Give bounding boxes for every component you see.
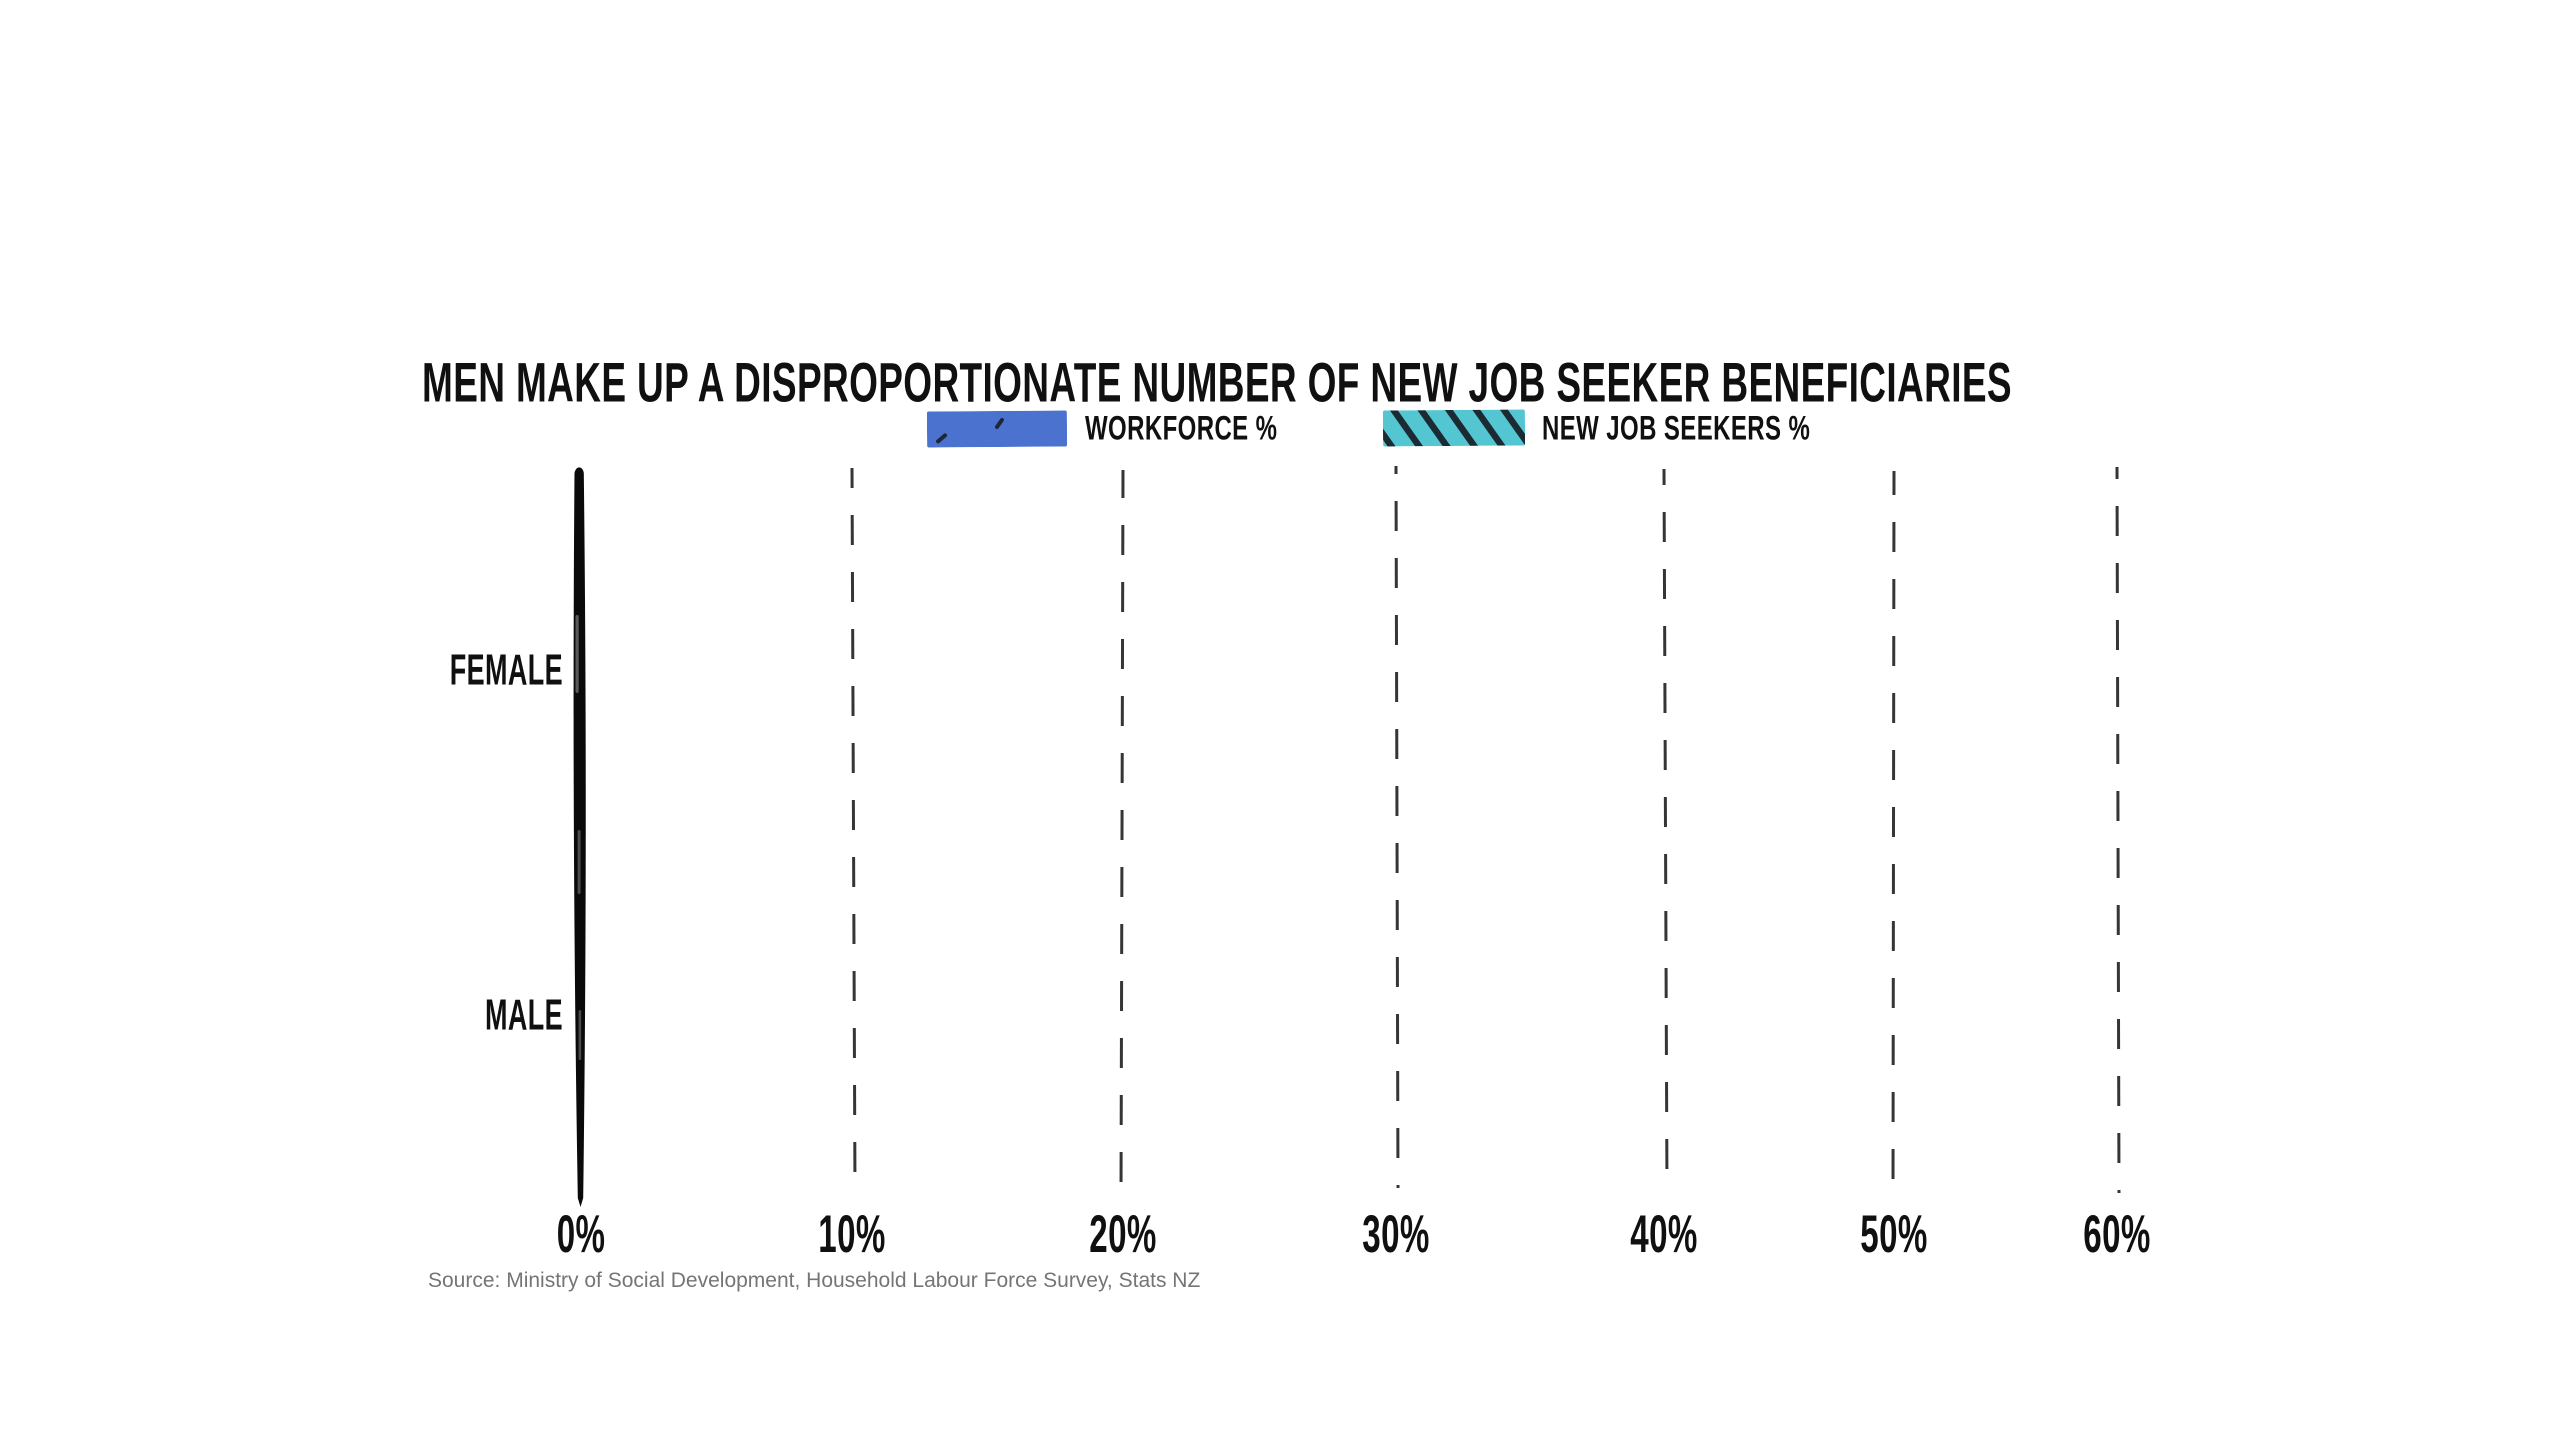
new-job-seekers-swatch-graphic [1382,409,1526,447]
x-tick-20: 20% [1089,1203,1157,1264]
source-note: Source: Ministry of Social Development, … [428,1269,1201,1292]
x-tick-30: 30% [1362,1203,1430,1264]
gridline-50pct [1891,470,1896,1191]
gridline-10pct [850,467,857,1193]
gridline-20pct [1119,469,1125,1197]
legend-label-workforce: WORKFORCE % [1085,409,1278,448]
legend-label-new-job-seekers: NEW JOB SEEKERS % [1542,409,1811,448]
x-tick-60: 60% [2083,1203,2151,1264]
gridline-40pct [1662,468,1669,1195]
category-label-female: FEMALE [449,644,563,694]
legend-swatch-workforce [926,410,1068,448]
category-label-male: MALE [485,989,563,1039]
x-tick-50: 50% [1860,1203,1928,1264]
y-axis-line [573,467,586,1207]
gridline-60pct [2115,466,2121,1194]
gridline-30pct [1394,465,1400,1189]
chart-title: MEN MAKE UP A DISPROPORTIONATE NUMBER OF… [422,350,2012,414]
legend-swatch-new-job-seekers [1382,409,1526,447]
x-tick-10: 10% [818,1203,886,1264]
workforce-swatch-graphic [926,410,1068,448]
x-tick-0: 0% [556,1203,606,1264]
x-tick-40: 40% [1630,1203,1698,1264]
